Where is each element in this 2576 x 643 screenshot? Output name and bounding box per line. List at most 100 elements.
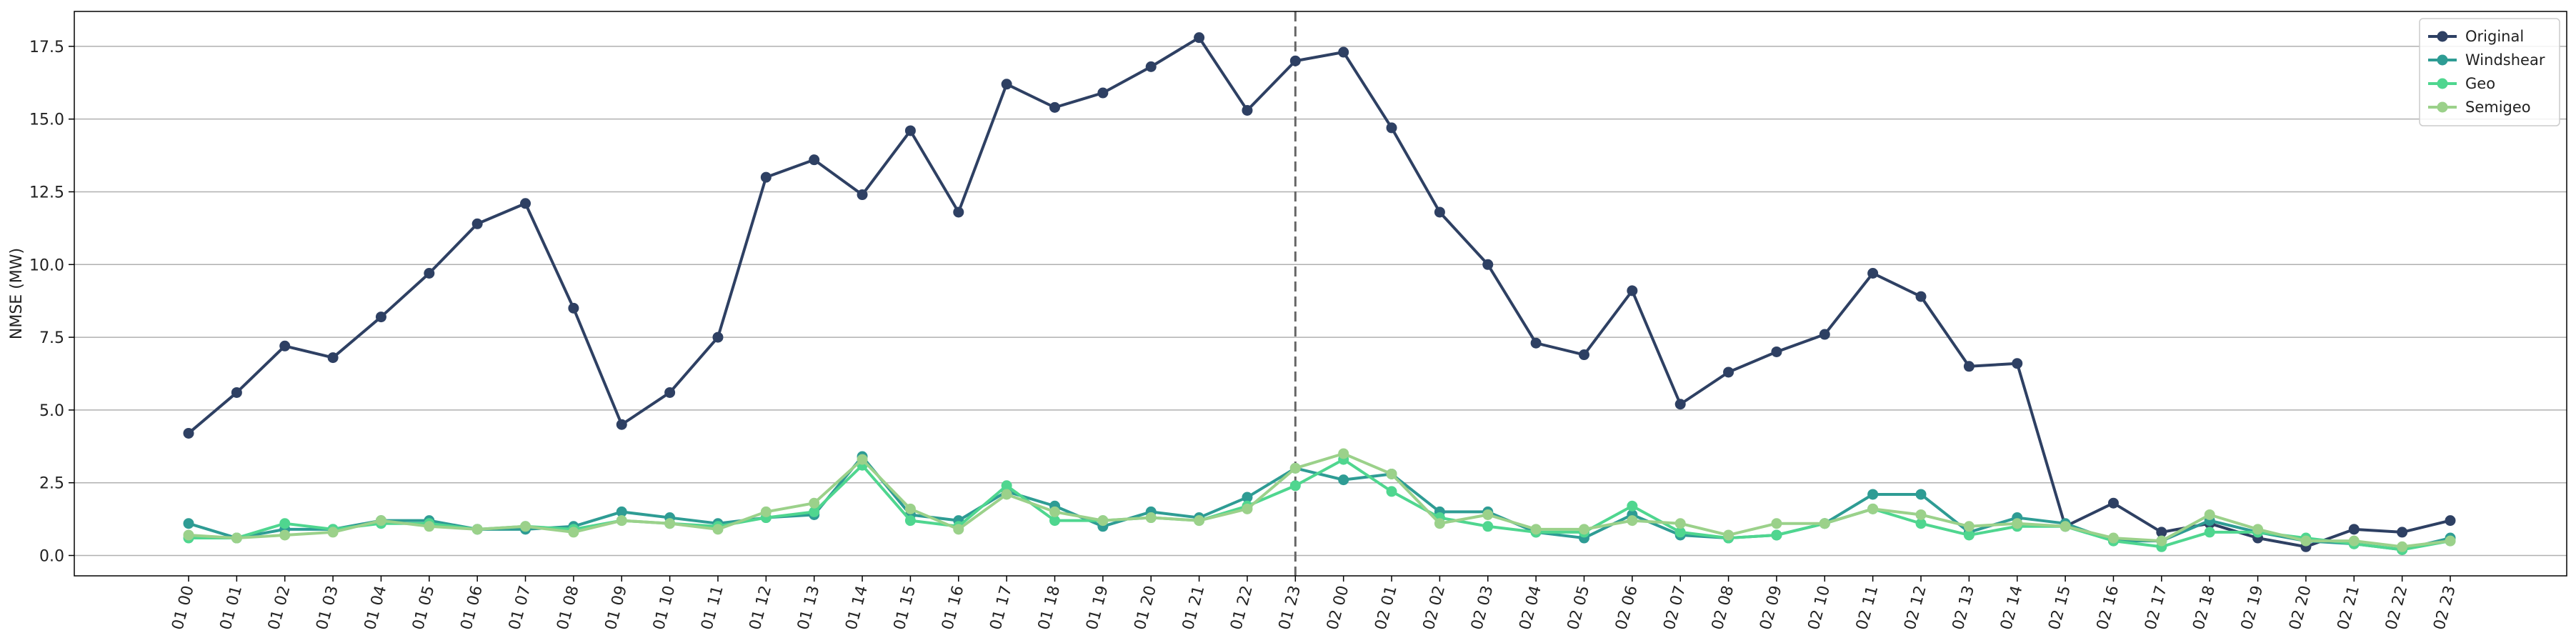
data-point [809, 506, 820, 517]
data-point [1289, 480, 1301, 492]
legend: Original Windshear Geo Semigeo [2419, 18, 2560, 126]
data-point [2252, 524, 2264, 535]
data-point [1338, 46, 1349, 58]
data-point [1674, 399, 1686, 410]
data-point [1771, 529, 1782, 541]
data-point [904, 125, 916, 136]
data-point [2348, 535, 2360, 547]
data-point [1578, 349, 1589, 361]
data-point [1001, 480, 1012, 492]
data-point [1386, 122, 1397, 134]
data-point [712, 332, 724, 343]
data-point [2156, 535, 2167, 547]
y-tick-label: 5.0 [39, 402, 64, 420]
data-point [1867, 489, 1879, 500]
data-point [1963, 529, 1975, 541]
legend-label: Windshear [2465, 51, 2545, 69]
data-point [1627, 500, 1638, 512]
y-tick-label: 12.5 [29, 184, 64, 201]
legend-label: Original [2465, 28, 2524, 45]
data-point [1627, 285, 1638, 296]
data-point [1145, 512, 1157, 524]
y-tick-label: 10.0 [29, 256, 64, 274]
data-point [1289, 462, 1301, 474]
y-tick-label: 7.5 [39, 329, 64, 347]
plot-frame [74, 11, 2567, 577]
data-point [1627, 515, 1638, 527]
legend-item-semigeo: Semigeo [2428, 99, 2531, 116]
y-axis-ticks: 0.0 2.5 5.0 7.5 10.0 12.5 15.0 17.5 [29, 39, 74, 565]
data-point [904, 515, 916, 527]
data-point [1001, 79, 1012, 90]
data-point [1771, 346, 1782, 357]
data-point [520, 198, 531, 209]
data-point [2107, 532, 2119, 544]
data-point [809, 154, 820, 166]
data-point [231, 532, 242, 544]
data-point [568, 527, 579, 538]
data-point [1482, 509, 1494, 520]
data-point [616, 515, 627, 527]
data-point [2397, 527, 2408, 538]
data-point [1915, 509, 1927, 520]
data-point [1915, 489, 1927, 500]
data-point [2107, 497, 2119, 509]
data-point [2012, 358, 2023, 369]
data-point [327, 527, 339, 538]
data-point [375, 311, 386, 323]
data-point [2348, 524, 2360, 535]
data-point [1242, 492, 1253, 503]
legend-label: Semigeo [2465, 99, 2531, 116]
data-point [2156, 527, 2167, 538]
data-point [327, 352, 339, 364]
data-point [471, 524, 483, 535]
legend-item-original: Original [2428, 28, 2524, 45]
data-point [183, 518, 194, 529]
data-point [712, 524, 724, 535]
data-point [904, 503, 916, 514]
data-point [1819, 329, 1830, 340]
data-point [1194, 515, 1205, 527]
data-point [1338, 474, 1349, 486]
data-point [1194, 32, 1205, 44]
data-point [857, 454, 868, 465]
data-point [1723, 529, 1734, 541]
data-point [616, 419, 627, 430]
y-tick-label: 15.0 [29, 111, 64, 129]
legend-box [2419, 18, 2560, 126]
data-point [231, 387, 242, 398]
data-point [2012, 518, 2023, 529]
legend-item-geo: Geo [2428, 75, 2495, 92]
data-point [1530, 337, 1542, 349]
data-point [1674, 527, 1686, 538]
data-point [616, 506, 627, 517]
y-tick-label: 17.5 [29, 39, 64, 56]
data-point [1242, 104, 1253, 116]
data-point [424, 521, 435, 532]
grid-lines [74, 46, 2567, 557]
data-point [1915, 518, 1927, 529]
data-point [1145, 61, 1157, 72]
data-point [1338, 448, 1349, 459]
data-point [279, 529, 291, 541]
y-tick-label: 0.0 [39, 547, 64, 565]
data-point [2204, 527, 2215, 538]
legend-swatch-marker [2437, 101, 2448, 113]
data-point [1049, 101, 1061, 113]
data-point [471, 218, 483, 229]
legend-label: Geo [2465, 75, 2495, 92]
data-point [809, 497, 820, 509]
data-point [1867, 267, 1879, 279]
data-point [2397, 541, 2408, 552]
data-point [1386, 468, 1397, 479]
data-point [375, 515, 386, 527]
data-point [1963, 361, 1975, 372]
data-point [279, 518, 291, 529]
data-point [664, 387, 676, 398]
data-point [1097, 87, 1109, 99]
data-point [1386, 486, 1397, 497]
data-point [1771, 518, 1782, 529]
data-point [1723, 367, 1734, 378]
data-point [664, 518, 676, 529]
